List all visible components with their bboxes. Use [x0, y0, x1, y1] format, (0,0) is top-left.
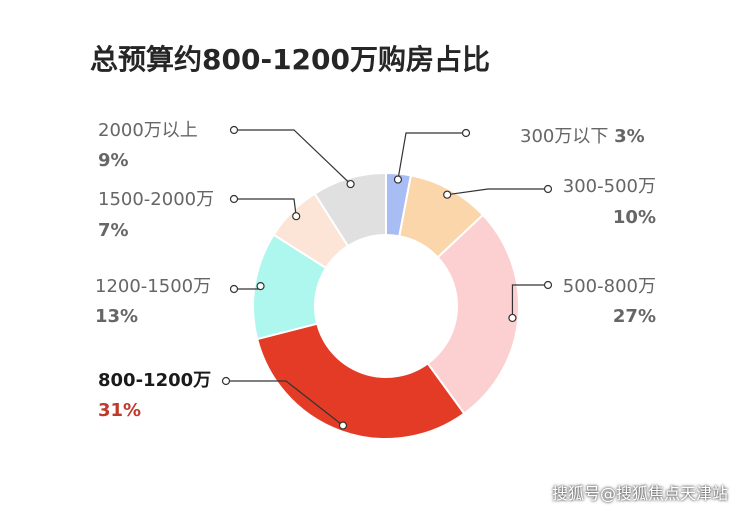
leader-dot-inner-0 [393, 175, 403, 184]
leader-line-3 [226, 380, 344, 426]
leader-line-1 [447, 188, 548, 196]
slice-label-5: 1500-2000万 [98, 189, 214, 210]
slice-value-6: 9% [98, 150, 129, 171]
slice-value-4: 13% [95, 306, 138, 327]
slice-label-2: 500-800万 [563, 276, 656, 297]
slice-labels: 300万以下 3% 300-500万 10% 500-800万 27% 800-1200万… [95, 120, 656, 421]
leader-line-2 [511, 284, 548, 318]
leader-lines [221, 125, 553, 430]
slice-label-3: 800-1200万 [98, 370, 211, 391]
slice-2 [426, 213, 520, 415]
slice-label-4: 1200-1500万 [95, 276, 211, 297]
leader-dot-outer-2 [543, 280, 553, 290]
slice-3 [255, 322, 466, 440]
leader-dot-inner-1 [443, 190, 452, 199]
donut-slices [252, 171, 520, 440]
leader-dot-inner-6 [346, 179, 355, 189]
leader-dot-outer-5 [229, 194, 239, 204]
slice-6 [313, 171, 387, 248]
slice-label-0: 300万以下 3% [520, 126, 645, 147]
leader-dot-inner-4 [256, 282, 265, 291]
leader-dot-outer-0 [461, 128, 471, 138]
chart-title: 总预算约800-1200万购房占比 [90, 43, 490, 76]
slice-label-6: 2000万以上 [98, 120, 198, 141]
leader-dot-inner-3 [338, 421, 348, 430]
leader-dot-inner-2 [508, 313, 517, 323]
slice-value-3: 31% [98, 400, 141, 421]
slice-label-1: 300-500万 [563, 176, 656, 197]
leader-line-0 [397, 132, 466, 180]
leader-line-5 [234, 198, 297, 217]
slice-value-1: 10% [613, 207, 656, 228]
slice-value-5: 7% [98, 220, 129, 241]
leader-dot-inner-5 [292, 212, 301, 221]
leader-dot-outer-1 [543, 184, 553, 194]
leader-dot-outer-4 [229, 284, 239, 294]
slice-value-2: 27% [613, 306, 656, 327]
slice-value-0: 3% [614, 126, 645, 147]
leader-line-6 [234, 129, 351, 185]
leader-dot-outer-6 [229, 125, 239, 135]
leader-dot-outer-3 [221, 376, 231, 386]
watermark: 搜狐号@搜狐焦点天津站 [551, 484, 728, 503]
